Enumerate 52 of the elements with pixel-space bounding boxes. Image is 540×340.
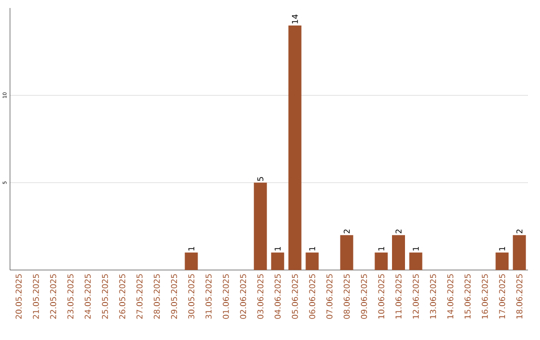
x-tick-label: 14.06.2025 <box>447 274 454 318</box>
data-label: 5 <box>257 177 264 181</box>
bar <box>496 252 509 270</box>
x-tick-label: 21.05.2025 <box>32 274 39 319</box>
x-tick-label: 06.06.2025 <box>309 274 316 319</box>
bar <box>254 182 267 270</box>
data-label: 1 <box>412 246 419 250</box>
x-tick-label: 05.06.2025 <box>292 274 298 319</box>
x-tick-label: 24.05.2025 <box>84 274 91 319</box>
x-tick-label: 01.06.2025 <box>222 274 229 319</box>
bar <box>512 235 526 270</box>
x-tick-label: 25.05.2025 <box>102 274 108 319</box>
bar <box>374 252 388 270</box>
data-label: 1 <box>378 246 384 250</box>
data-label: 2 <box>516 230 522 234</box>
x-tick-label: 27.05.2025 <box>136 274 143 319</box>
x-tick-label: 02.06.2025 <box>240 274 246 319</box>
data-label: 1 <box>499 246 506 250</box>
x-tick-label: 29.05.2025 <box>171 274 178 319</box>
x-tick-label: 31.05.2025 <box>206 274 212 319</box>
bar <box>392 235 406 270</box>
data-label: 1 <box>309 246 316 250</box>
bar <box>306 252 319 270</box>
x-tick-label: 04.06.2025 <box>274 274 281 319</box>
x-tick-label: 13.06.2025 <box>430 274 436 318</box>
x-tick-label: 03.06.2025 <box>257 274 264 319</box>
x-tick-label: 11.06.2025 <box>395 274 402 318</box>
data-label: 2 <box>344 230 350 234</box>
bar <box>271 252 284 270</box>
x-tick-label: 18.06.2025 <box>516 274 522 318</box>
bar <box>184 252 198 270</box>
x-tick-label: 20.05.2025 <box>16 274 22 319</box>
bar <box>288 25 302 270</box>
x-tick-label: 26.05.2025 <box>119 274 126 319</box>
x-tick-label: 28.05.2025 <box>154 274 160 319</box>
x-tick-label: 17.06.2025 <box>499 274 506 318</box>
bar <box>409 252 422 270</box>
data-label: 14 <box>292 14 298 24</box>
x-tick-label: 10.06.2025 <box>378 274 384 318</box>
bar <box>340 235 354 270</box>
x-tick-label: 09.06.2025 <box>360 274 367 319</box>
x-tick-label: 08.06.2025 <box>344 274 350 319</box>
x-tick-label: 30.05.2025 <box>188 274 194 319</box>
x-tick-label: 07.06.2025 <box>326 274 332 319</box>
x-tick-label: 16.06.2025 <box>482 274 488 318</box>
x-tick-label: 12.06.2025 <box>412 274 419 318</box>
data-label: 1 <box>188 246 194 250</box>
x-tick-label: 15.06.2025 <box>464 274 471 318</box>
x-tick-label: 22.05.2025 <box>50 274 56 319</box>
data-label: 1 <box>274 246 281 250</box>
data-label: 2 <box>396 230 402 234</box>
x-tick-label: 23.05.2025 <box>67 274 74 319</box>
